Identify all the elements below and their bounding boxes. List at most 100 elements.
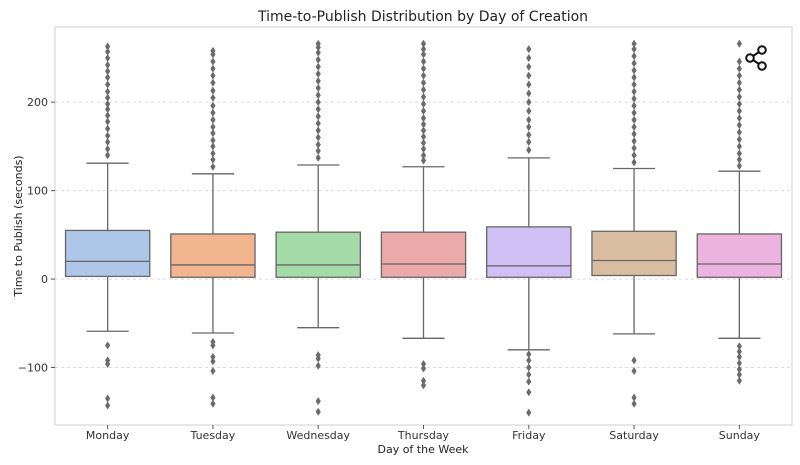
outlier-point: [420, 364, 427, 373]
iqr-box: [696, 233, 783, 278]
outlier-point: [105, 105, 111, 114]
outlier-point: [736, 107, 742, 116]
outlier-point: [526, 115, 532, 124]
outlier-point: [210, 86, 216, 95]
outlier-point: [105, 401, 111, 410]
outlier-point: [420, 99, 427, 108]
outlier-point: [631, 94, 637, 103]
outlier-point: [526, 130, 532, 139]
outlier-point: [210, 341, 216, 350]
outlier-point: [736, 128, 742, 137]
outlier-point: [105, 137, 111, 146]
outlier-point: [736, 161, 742, 170]
y-tick-label: −100: [18, 362, 48, 375]
outlier-point: [526, 71, 532, 80]
y-tick-label: 0: [41, 273, 48, 286]
outlier-point: [526, 62, 532, 71]
outlier-point: [210, 155, 216, 164]
outlier-point: [736, 135, 742, 144]
iqr-box: [64, 229, 151, 278]
outlier-point: [420, 120, 427, 129]
outlier-point: [315, 105, 321, 114]
share-icon[interactable]: [745, 45, 767, 71]
outlier-point: [420, 107, 427, 116]
outlier-point: [210, 115, 216, 124]
outlier-point: [420, 50, 427, 59]
x-axis-label: Day of the Week: [377, 443, 469, 456]
outlier-point: [631, 122, 637, 131]
outlier-point: [526, 408, 532, 417]
outlier-point: [736, 85, 742, 94]
outlier-point: [315, 133, 321, 142]
outlier-point: [210, 352, 216, 361]
y-axis-ticks: −100 0 100 200: [18, 96, 55, 375]
outlier-point: [420, 381, 427, 390]
outlier-point: [210, 101, 216, 110]
outlier-point: [631, 59, 637, 68]
y-axis-label: Time to Publish (seconds): [12, 155, 25, 297]
outlier-point: [315, 76, 321, 85]
x-tick-label: Thursday: [397, 429, 450, 442]
outlier-point: [631, 367, 637, 376]
outlier-point: [526, 388, 532, 397]
outlier-point: [736, 92, 742, 101]
outlier-point: [105, 53, 111, 62]
outlier-point: [315, 146, 321, 155]
outlier-point: [631, 108, 637, 117]
outlier-point: [526, 145, 532, 154]
outlier-point: [210, 71, 216, 80]
outlier-point: [105, 93, 111, 102]
outlier-point: [631, 52, 637, 61]
box-sunday: [696, 39, 783, 385]
outlier-point: [526, 137, 532, 146]
outlier-point: [315, 153, 321, 162]
box-saturday: [591, 39, 677, 408]
box-friday: [486, 45, 572, 417]
iqr-box: [486, 226, 572, 278]
outlier-point: [631, 39, 637, 48]
outlier-point: [105, 80, 111, 89]
outlier-point: [736, 39, 742, 48]
x-tick-label: Tuesday: [190, 429, 236, 442]
outlier-point: [210, 57, 216, 66]
outlier-point: [420, 78, 427, 87]
outlier-point: [210, 64, 216, 73]
outlier-point: [210, 367, 216, 376]
outlier-point: [420, 359, 427, 368]
outlier-point: [631, 393, 637, 402]
outlier-point: [736, 99, 742, 108]
outlier-point: [526, 53, 532, 62]
outlier-point: [631, 73, 637, 82]
outlier-point: [315, 354, 321, 363]
outlier-point: [736, 149, 742, 158]
outlier-point: [315, 39, 321, 48]
outlier-point: [105, 145, 111, 154]
outlier-point: [315, 361, 321, 370]
outlier-point: [105, 61, 111, 70]
x-tick-label: Wednesday: [286, 429, 350, 442]
outlier-point: [105, 42, 111, 51]
outlier-point: [736, 370, 742, 379]
outlier-point: [526, 356, 532, 365]
outlier-point: [105, 111, 111, 120]
iqr-box: [170, 233, 256, 278]
iqr-box: [380, 231, 467, 278]
outlier-point: [526, 80, 532, 89]
outlier-point: [315, 140, 321, 149]
outlier-point: [736, 142, 742, 151]
outlier-point: [420, 151, 427, 160]
outlier-point: [526, 122, 532, 131]
outlier-point: [315, 397, 321, 406]
x-tick-label: Saturday: [609, 429, 659, 442]
outlier-point: [736, 359, 742, 368]
outlier-point: [315, 91, 321, 100]
outlier-point: [526, 89, 532, 98]
outlier-point: [526, 363, 532, 372]
outlier-point: [315, 119, 321, 128]
chart-title: Time-to-Publish Distribution by Day of C…: [257, 9, 588, 25]
outlier-point: [210, 108, 216, 117]
outlier-point: [210, 136, 216, 145]
x-axis-ticks: Monday Tuesday Wednesday Thursday Friday Satu…: [86, 425, 760, 442]
outlier-point: [736, 365, 742, 374]
outlier-point: [736, 64, 742, 73]
